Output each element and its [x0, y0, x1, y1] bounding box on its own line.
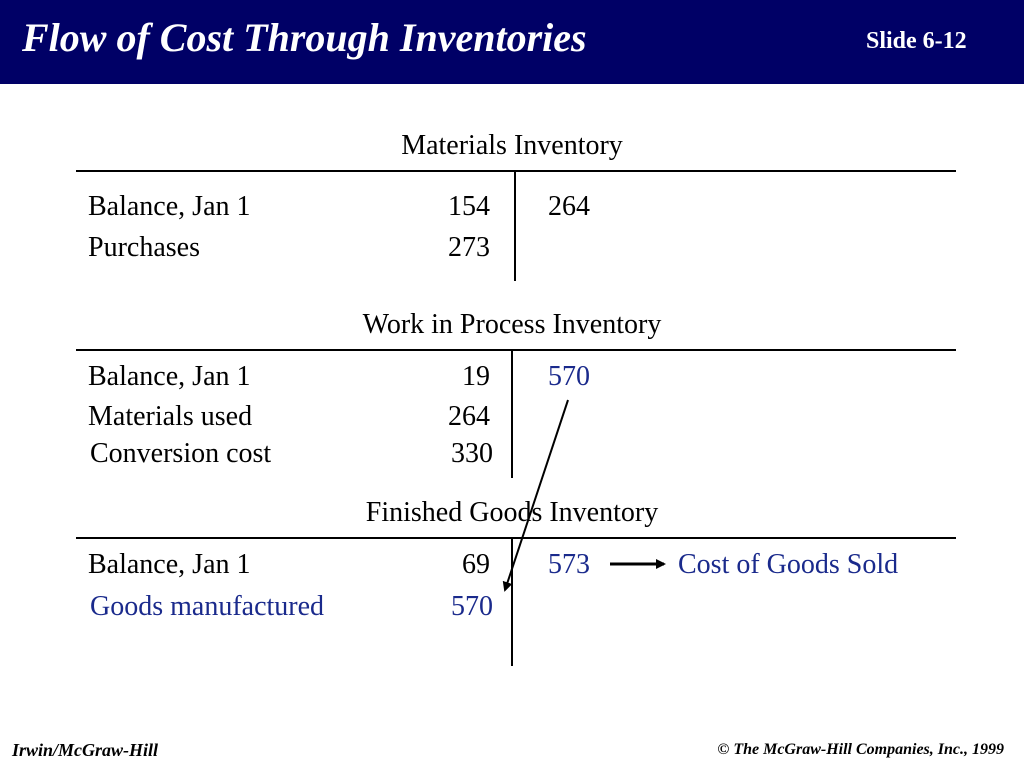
materials-balance-amount: 154: [448, 191, 490, 222]
fg-balance-amount: 69: [462, 549, 490, 580]
wip-inventory-title: Work in Process Inventory: [362, 309, 662, 340]
fg-balance-label: Balance, Jan 1: [88, 549, 251, 580]
cost-of-goods-sold-label: Cost of Goods Sold: [678, 549, 899, 580]
finished-goods-title: Finished Goods Inventory: [365, 497, 659, 528]
wip-balance-label: Balance, Jan 1: [88, 361, 251, 392]
finished-goods-divider: [511, 538, 513, 666]
fg-credit-amount: 573: [548, 549, 590, 580]
publisher-footer: Irwin/McGraw-Hill: [12, 740, 159, 760]
wip-inventory-divider: [511, 350, 513, 478]
wip-credit-amount: 570: [548, 361, 590, 392]
slide-title: Flow of Cost Through Inventories: [22, 15, 587, 60]
wip-balance-amount: 19: [462, 361, 490, 392]
wip-conversion-cost-label: Conversion cost: [90, 438, 272, 469]
materials-inventory-divider: [514, 171, 516, 281]
wip-conversion-cost-amount: 330: [451, 438, 493, 469]
materials-credit-amount: 264: [548, 191, 590, 222]
wip-inventory-top-rule: [76, 349, 956, 351]
wip-materials-used-label: Materials used: [88, 401, 253, 432]
finished-goods-top-rule: [76, 537, 956, 539]
wip-to-finished-goods-arrow: [502, 399, 569, 592]
materials-inventory-title: Materials Inventory: [401, 130, 623, 161]
copyright-footer: © The McGraw-Hill Companies, Inc., 1999: [717, 741, 1004, 758]
fg-goods-manufactured-amount: 570: [451, 591, 493, 622]
header-bar: Flow of Cost Through Inventories Slide 6…: [0, 0, 1024, 84]
materials-balance-label: Balance, Jan 1: [88, 191, 251, 222]
materials-inventory-top-rule: [76, 170, 956, 172]
wip-materials-used-amount: 264: [448, 401, 490, 432]
materials-purchases-label: Purchases: [88, 232, 200, 263]
materials-purchases-amount: 273: [448, 232, 490, 263]
slide-number: Slide 6-12: [866, 28, 967, 54]
fg-goods-manufactured-label: Goods manufactured: [90, 591, 325, 622]
